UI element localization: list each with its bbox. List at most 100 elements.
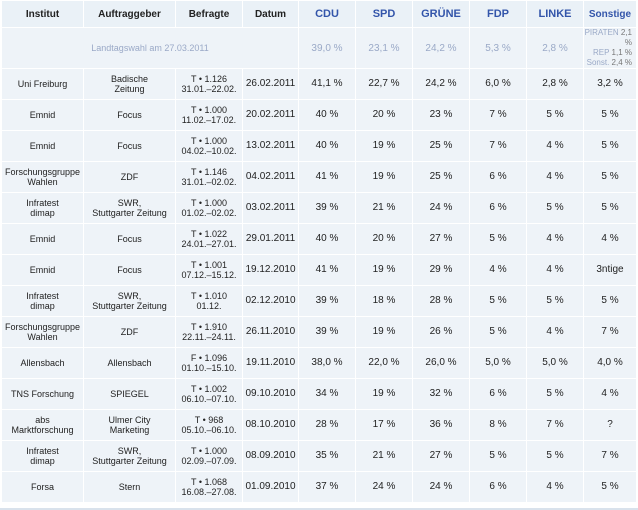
cell-fdp: 6,0 % bbox=[470, 69, 526, 99]
cell-befragte-line: 31.01.–22.02. bbox=[181, 84, 237, 94]
cell-auftraggeber-line: Zeitung bbox=[114, 84, 145, 94]
cell-institut-line: Allensbach bbox=[20, 358, 65, 368]
cell-auftraggeber: ZDF bbox=[84, 162, 175, 192]
cell-sonstige: 4 % bbox=[584, 224, 636, 254]
header-auftraggeber[interactable]: Auftraggeber bbox=[84, 1, 175, 27]
cell-cdu: 39 % bbox=[299, 317, 355, 347]
cell-sonstige: 4,0 % bbox=[584, 348, 636, 378]
cell-datum: 08.09.2010 bbox=[243, 441, 298, 471]
header-befragte[interactable]: Befragte bbox=[176, 1, 242, 27]
cell-auftraggeber: Focus bbox=[84, 131, 175, 161]
cell-gruene: 25 % bbox=[413, 162, 469, 192]
cell-befragte-line: T • 1.022 bbox=[190, 229, 227, 239]
cell-institut: Infratest dimap bbox=[2, 441, 83, 471]
cell-befragte-line: 24.01.–27.01. bbox=[181, 239, 237, 249]
table-row: TNS Forschung SPIEGEL T • 1.002 06.10.–07.1… bbox=[2, 379, 636, 409]
cell-gruene: 27 % bbox=[413, 224, 469, 254]
cell-institut-line: Emnid bbox=[29, 141, 56, 151]
cell-institut: Infratest dimap bbox=[2, 286, 83, 316]
cell-befragte-line: 07.12.–15.12. bbox=[181, 270, 237, 280]
cell-auftraggeber-line: Focus bbox=[117, 141, 142, 151]
reference-cdu: 39,0 % bbox=[299, 28, 355, 68]
cell-datum: 19.11.2010 bbox=[243, 348, 298, 378]
cell-institut-line: Marktforschung bbox=[11, 425, 74, 435]
cell-auftraggeber: SWR, Stuttgarter Zeitung bbox=[84, 193, 175, 223]
table-row: Forschungsgruppe Wahlen ZDF T • 1.910 22.11.… bbox=[2, 317, 636, 347]
cell-fdp: 6 % bbox=[470, 193, 526, 223]
cell-gruene: 26 % bbox=[413, 317, 469, 347]
cell-linke: 4 % bbox=[527, 162, 583, 192]
cell-fdp: 7 % bbox=[470, 100, 526, 130]
cell-gruene: 32 % bbox=[413, 379, 469, 409]
cell-sonstige: ? bbox=[584, 410, 636, 440]
cell-linke: 5 % bbox=[527, 379, 583, 409]
cell-befragte-line: T • 1.126 bbox=[190, 74, 227, 84]
cell-sonstige: 5 % bbox=[584, 193, 636, 223]
cell-fdp: 5 % bbox=[470, 317, 526, 347]
cell-institut-line: Forschungsgruppe bbox=[4, 322, 81, 332]
cell-institut-line: dimap bbox=[30, 456, 55, 466]
cell-cdu: 35 % bbox=[299, 441, 355, 471]
cell-auftraggeber: SWR, Stuttgarter Zeitung bbox=[84, 441, 175, 471]
cell-datum: 13.02.2011 bbox=[243, 131, 298, 161]
cell-befragte-line: 06.10.–07.10. bbox=[181, 394, 237, 404]
cell-cdu: 28 % bbox=[299, 410, 355, 440]
cell-spd: 18 % bbox=[356, 286, 412, 316]
cell-befragte-line: 01.02.–02.02. bbox=[181, 208, 237, 218]
cell-linke: 5 % bbox=[527, 100, 583, 130]
header-row: Institut Auftraggeber Befragte Datum CDU… bbox=[2, 1, 636, 27]
header-sonstige[interactable]: Sonstige bbox=[584, 1, 636, 27]
cell-spd: 19 % bbox=[356, 162, 412, 192]
cell-sonstige: 5 % bbox=[584, 131, 636, 161]
cell-institut-line: Infratest bbox=[26, 291, 59, 301]
cell-auftraggeber: Focus bbox=[84, 255, 175, 285]
cell-befragte-line: T • 1.000 bbox=[190, 105, 227, 115]
table-row: Uni Freiburg Badische Zeitung T • 1.126 31.0… bbox=[2, 69, 636, 99]
cell-fdp: 5 % bbox=[470, 286, 526, 316]
header-datum[interactable]: Datum bbox=[243, 1, 298, 27]
cell-befragte: T • 1.000 11.02.–17.02. bbox=[176, 100, 242, 130]
cell-spd: 19 % bbox=[356, 317, 412, 347]
cell-befragte: T • 1.001 07.12.–15.12. bbox=[176, 255, 242, 285]
cell-sonstige: 7 % bbox=[584, 317, 636, 347]
cell-fdp: 7 % bbox=[470, 131, 526, 161]
cell-befragte-line: T • 1.000 bbox=[190, 446, 227, 456]
reference-sonstige-item: PIRATEN 2,1 % bbox=[584, 28, 632, 47]
cell-spd: 19 % bbox=[356, 379, 412, 409]
header-spd[interactable]: SPD bbox=[356, 1, 412, 27]
cell-datum: 26.11.2010 bbox=[243, 317, 298, 347]
table-row: abs Marktforschung Ulmer City Marketing T • … bbox=[2, 410, 636, 440]
cell-institut: Forschungsgruppe Wahlen bbox=[2, 162, 83, 192]
header-cdu[interactable]: CDU bbox=[299, 1, 355, 27]
cell-institut-line: Emnid bbox=[29, 110, 56, 120]
cell-institut-line: TNS Forschung bbox=[10, 389, 75, 399]
cell-auftraggeber: Allensbach bbox=[84, 348, 175, 378]
cell-cdu: 41 % bbox=[299, 162, 355, 192]
cell-sonstige: 4 % bbox=[584, 379, 636, 409]
cell-gruene: 25 % bbox=[413, 131, 469, 161]
cell-befragte: T • 1.126 31.01.–22.02. bbox=[176, 69, 242, 99]
cell-cdu: 41 % bbox=[299, 255, 355, 285]
cell-sonstige: 5 % bbox=[584, 472, 636, 502]
cell-auftraggeber: SWR, Stuttgarter Zeitung bbox=[84, 286, 175, 316]
cell-befragte: F • 1.096 01.10.–15.10. bbox=[176, 348, 242, 378]
header-institut[interactable]: Institut bbox=[2, 1, 83, 27]
election-label: Landtagswahl am 27.03.2011 bbox=[2, 28, 298, 68]
cell-cdu: 38,0 % bbox=[299, 348, 355, 378]
table-row: Infratest dimap SWR, Stuttgarter Zeitung T •… bbox=[2, 193, 636, 223]
cell-datum: 01.09.2010 bbox=[243, 472, 298, 502]
cell-sonstige: 5 % bbox=[584, 286, 636, 316]
header-linke[interactable]: LINKE bbox=[527, 1, 583, 27]
header-fdp[interactable]: FDP bbox=[470, 1, 526, 27]
header-gruene[interactable]: GRÜNE bbox=[413, 1, 469, 27]
cell-linke: 5,0 % bbox=[527, 348, 583, 378]
cell-auftraggeber-line: Stuttgarter Zeitung bbox=[92, 456, 167, 466]
reference-gruene: 24,2 % bbox=[413, 28, 469, 68]
cell-gruene: 28 % bbox=[413, 286, 469, 316]
cell-cdu: 34 % bbox=[299, 379, 355, 409]
cell-institut-line: Infratest bbox=[26, 446, 59, 456]
cell-gruene: 26,0 % bbox=[413, 348, 469, 378]
cell-auftraggeber: Badische Zeitung bbox=[84, 69, 175, 99]
bottom-divider bbox=[0, 508, 638, 510]
cell-befragte-line: 01.12. bbox=[196, 301, 222, 311]
